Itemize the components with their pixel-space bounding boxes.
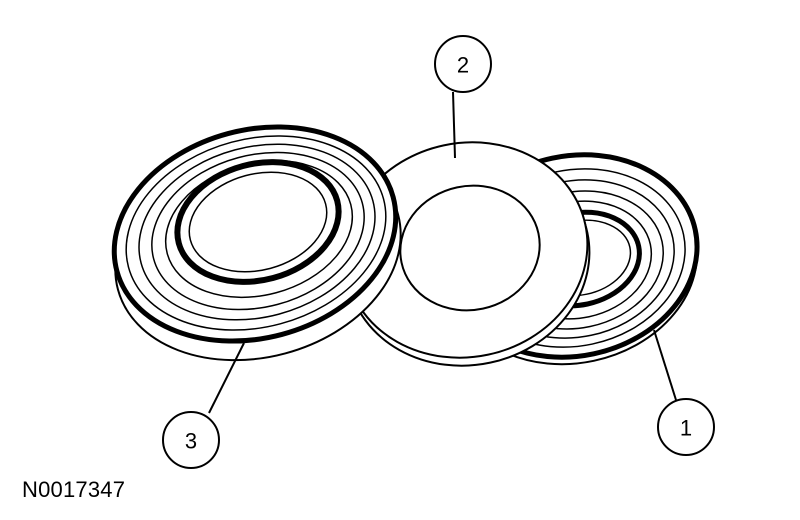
callout-1: 1 bbox=[653, 329, 715, 456]
leader-line-1 bbox=[653, 329, 677, 401]
callout-label-3: 3 bbox=[185, 429, 197, 454]
leader-line-2 bbox=[452, 91, 456, 159]
leader-line-3 bbox=[208, 342, 245, 414]
callout-2: 2 bbox=[434, 35, 492, 159]
part-3-seal bbox=[111, 124, 402, 362]
figure-id: N0017347 bbox=[22, 477, 126, 502]
callout-label-1: 1 bbox=[680, 416, 692, 441]
callout-circle-1 bbox=[657, 398, 715, 456]
callout-label-2: 2 bbox=[457, 53, 469, 78]
callout-3: 3 bbox=[162, 342, 245, 469]
part-2-washer bbox=[343, 141, 591, 367]
callout-circle-3 bbox=[162, 411, 220, 469]
callout-circle-2 bbox=[434, 35, 492, 93]
